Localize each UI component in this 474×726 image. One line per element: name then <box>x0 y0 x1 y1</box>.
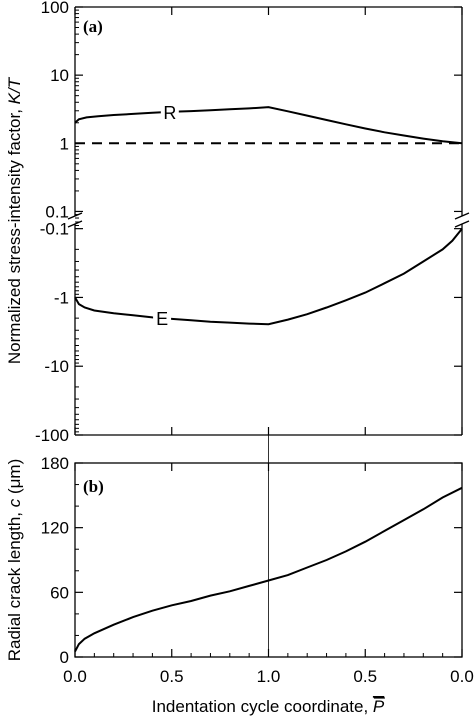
xlabel-symbol: P <box>373 697 385 716</box>
panel-a-lower-ytick-label: -100 <box>35 426 69 445</box>
axis-break-mark-left-2 <box>67 220 83 228</box>
xlabel-text: Indentation cycle coordinate, <box>152 697 373 716</box>
panel-b-ylabel: Radial crack length, c (μm) <box>5 459 24 662</box>
panel-b-xtick-label: 0.0 <box>63 667 87 686</box>
crack-length-line <box>74 486 463 653</box>
panel-b-ylabel-symbol: c <box>5 498 24 507</box>
axis-break-mark-left-1 <box>67 212 83 220</box>
panel-a-lower-ytick-label: -0.1 <box>40 220 69 239</box>
xlabel: Indentation cycle coordinate, P <box>152 697 385 716</box>
panel-a-ytick-label: 10 <box>50 66 69 85</box>
panel-a-ylabel-text: Normalized stress-intensity factor, <box>5 104 24 364</box>
panel-b-xtick-label: 1.0 <box>257 667 281 686</box>
panel-b-ylabel-text: Radial crack length, <box>5 507 24 661</box>
series-e-label-bg <box>153 307 172 330</box>
panel-a-lower-ytick-label: -1 <box>54 288 69 307</box>
series-e-label: E <box>156 309 168 329</box>
panel-a-ytick-label: 100 <box>41 0 69 17</box>
panel-b-label: (b) <box>83 477 104 496</box>
series-e-line <box>74 228 463 326</box>
panel-a-label: (a) <box>83 17 103 36</box>
panel-a-lower-ytick-label: -10 <box>44 357 69 376</box>
series-r-line <box>74 106 463 145</box>
axis-break-mark-right-2 <box>454 220 470 228</box>
panel-a-ytick-label: 1 <box>60 134 69 153</box>
panel-b-ytick-label: 0 <box>60 648 69 667</box>
panel-b-ytick-label: 60 <box>50 583 69 602</box>
axis-break-mark-right-1 <box>454 212 470 220</box>
panel-a-ylabel: Normalized stress-intensity factor, K/T <box>5 76 24 364</box>
panel-b-xtick-label: 0.5 <box>353 667 377 686</box>
panel-b-ylabel-unit: (μm) <box>5 459 24 499</box>
panel-b-xtick-label: 0.0 <box>450 667 474 686</box>
panel-b-xtick-label: 0.5 <box>160 667 184 686</box>
panel-b-ytick-label: 120 <box>41 519 69 538</box>
series-r-label-bg <box>160 100 179 123</box>
series-r-label: R <box>163 103 176 123</box>
panel-a-ylabel-symbol: K/T <box>5 76 24 104</box>
panel-b-ytick-label: 180 <box>41 454 69 473</box>
panel-a-ytick-label: 0.1 <box>45 202 69 221</box>
